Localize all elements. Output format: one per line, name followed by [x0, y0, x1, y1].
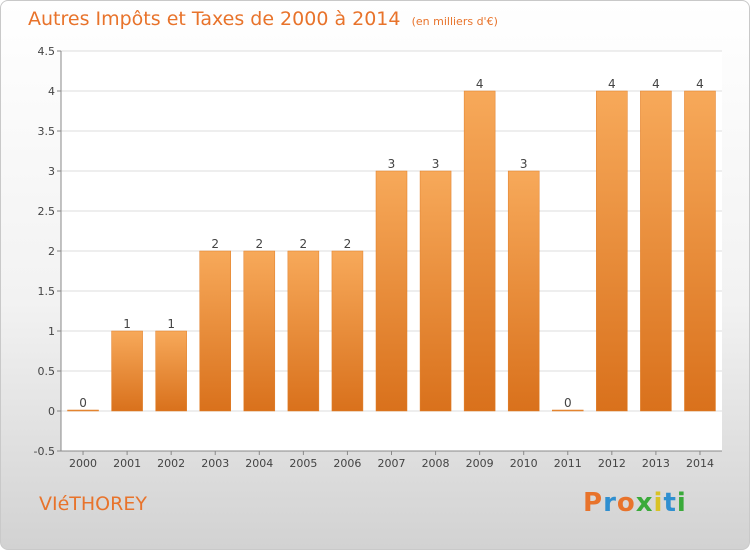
- bar-2001: [111, 330, 143, 412]
- x-tick-label: 2000: [69, 457, 97, 470]
- chart-title-text: Autres Impôts et Taxes de 2000 à 2014: [28, 8, 401, 30]
- data-label-2008: 3: [432, 157, 440, 171]
- logo-letter: o: [616, 488, 636, 518]
- x-tick-label: 2013: [642, 457, 670, 470]
- commune-name: VIéTHOREY: [39, 493, 147, 515]
- logo-letter: P: [583, 488, 604, 518]
- bars: 0 1 1 2 2 2 2 3 3 4 3 0 4 4 4: [67, 77, 716, 412]
- data-label-2007: 3: [388, 157, 396, 171]
- proxiti-logo: Proxiti: [583, 488, 687, 518]
- data-label-2004: 2: [255, 237, 263, 251]
- y-tick-label: 2: [48, 245, 55, 258]
- bar-2014: [684, 90, 716, 412]
- x-tick-label: 2003: [201, 457, 229, 470]
- data-label-2011: 0: [564, 396, 572, 410]
- bar-2003: [199, 250, 231, 412]
- bar-2000: [67, 409, 99, 412]
- x-tick-label: 2002: [157, 457, 185, 470]
- y-axis: -0.5 0 0.5 1 1.5 2 2.5 3 3.5 4 4.5: [34, 45, 61, 458]
- x-tick-label: 2009: [466, 457, 494, 470]
- y-tick-label: 1.5: [38, 285, 56, 298]
- data-label-2000: 0: [79, 396, 87, 410]
- y-tick-label: 3.5: [38, 125, 56, 138]
- bar-2011: [552, 409, 584, 412]
- x-axis: 2000 2001 2002 2003 2004 2005 2006 2007 2008 2009…: [69, 451, 714, 470]
- data-label-2005: 2: [300, 237, 308, 251]
- chart-unit-note: (en milliers d'€): [411, 15, 498, 28]
- y-tick-label: 4: [48, 85, 55, 98]
- bar-2009: [463, 90, 496, 412]
- logo-letter: i: [653, 488, 664, 518]
- x-tick-label: 2012: [598, 457, 626, 470]
- data-label-2014: 4: [696, 77, 704, 91]
- y-tick-label: 0.5: [38, 365, 56, 378]
- bar-2006: [331, 250, 364, 412]
- logo-letter: x: [635, 488, 654, 518]
- bar-2010: [507, 170, 540, 412]
- data-label-2002: 1: [167, 317, 175, 331]
- data-label-2001: 1: [123, 317, 131, 331]
- logo-letter: r: [603, 488, 617, 518]
- x-tick-label: 2004: [245, 457, 273, 470]
- x-tick-label: 2014: [686, 457, 714, 470]
- x-tick-label: 2005: [289, 457, 317, 470]
- bar-2007: [375, 170, 408, 412]
- data-label-2013: 4: [652, 77, 660, 91]
- bar-2002: [155, 330, 187, 412]
- y-tick-label: 2.5: [38, 205, 56, 218]
- y-tick-label: 3: [48, 165, 55, 178]
- chart-title: Autres Impôts et Taxes de 2000 à 2014 (e…: [28, 8, 498, 30]
- data-label-2009: 4: [476, 77, 484, 91]
- x-tick-label: 2007: [378, 457, 406, 470]
- x-tick-label: 2010: [510, 457, 538, 470]
- bar-2013: [640, 90, 672, 412]
- y-tick-label: 4.5: [38, 45, 56, 58]
- data-label-2003: 2: [211, 237, 219, 251]
- logo-letter: t: [663, 488, 677, 518]
- y-tick-label: -0.5: [34, 445, 55, 458]
- data-label-2012: 4: [608, 77, 616, 91]
- data-label-2010: 3: [520, 157, 528, 171]
- bar-2008: [419, 170, 452, 412]
- bar-2004: [243, 250, 276, 412]
- x-tick-label: 2008: [422, 457, 450, 470]
- y-tick-label: 0: [48, 405, 55, 418]
- x-tick-label: 2006: [333, 457, 361, 470]
- x-tick-label: 2001: [113, 457, 141, 470]
- bar-2005: [287, 250, 320, 412]
- bar-2012: [596, 90, 628, 412]
- logo-letter: i: [676, 488, 687, 518]
- x-tick-label: 2011: [554, 457, 582, 470]
- data-label-2006: 2: [344, 237, 352, 251]
- y-tick-label: 1: [48, 325, 55, 338]
